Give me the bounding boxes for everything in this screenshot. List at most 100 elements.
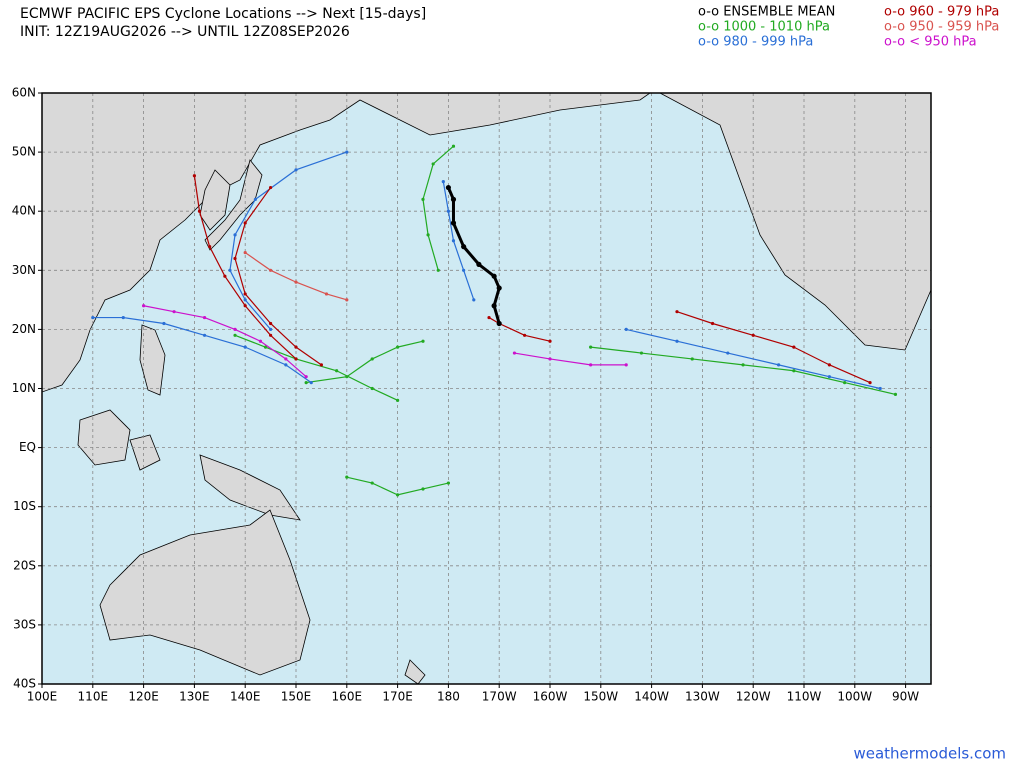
title: ECMWF PACIFIC EPS Cyclone Locations --> …: [20, 6, 426, 22]
track-point: [690, 357, 694, 361]
track-point: [345, 298, 349, 302]
track-point: [345, 150, 349, 154]
track: [234, 334, 398, 401]
y-tick-label: 30S: [13, 617, 36, 631]
track-point: [450, 196, 457, 202]
track-point: [431, 162, 435, 166]
track-point: [446, 481, 450, 485]
x-tick-label: 140E: [230, 690, 261, 704]
track-point: [258, 339, 263, 343]
track-point: [324, 292, 329, 296]
track-point: [243, 221, 247, 225]
track-point: [868, 380, 872, 385]
track-point: [243, 345, 247, 349]
y-tick-label: 10S: [13, 499, 36, 513]
track-point: [269, 268, 273, 272]
track-point: [878, 386, 882, 391]
x-tick-label: 120W: [736, 690, 771, 704]
track-point: [843, 380, 847, 385]
track-point: [792, 369, 796, 373]
track: [626, 328, 881, 390]
track-point: [228, 268, 232, 272]
track-point: [91, 315, 95, 320]
x-tick-label: 110W: [787, 690, 822, 704]
track-point: [487, 315, 491, 320]
x-tick-label: 140W: [634, 690, 669, 704]
track-point: [284, 363, 288, 367]
track-point: [162, 321, 166, 326]
track-point: [202, 315, 207, 320]
x-tick-label: 90W: [892, 690, 919, 704]
tracks: [91, 144, 898, 497]
subtitle: INIT: 12Z19AUG2026 --> UNTIL 12Z08SEP202…: [20, 24, 350, 40]
x-tick-label: 170W: [482, 690, 517, 704]
track-point: [827, 375, 832, 379]
track-point: [309, 380, 313, 385]
track-point: [421, 339, 425, 343]
track-point: [233, 333, 237, 337]
track-point: [370, 357, 374, 361]
track-point: [462, 268, 466, 272]
track-point: [451, 144, 456, 148]
y-tick-label: 20S: [13, 558, 36, 572]
track-point: [304, 375, 308, 379]
track-point: [639, 351, 644, 355]
y-tick-label: 50N: [12, 145, 36, 159]
track-point: [710, 321, 715, 326]
track-point: [741, 363, 745, 367]
track-point: [284, 357, 288, 361]
graticule: [42, 93, 931, 684]
y-tick-label: EQ: [19, 440, 36, 454]
legend-entry: o-o < 950 hPa: [884, 35, 977, 50]
legend-entry: o-o 980 - 999 hPa: [698, 35, 813, 50]
track-point: [121, 315, 125, 320]
track-point: [197, 209, 202, 213]
track-point: [233, 256, 237, 261]
legend: o-o ENSEMBLE MEAN o-o 960 - 979 hPa o-o 10…: [698, 5, 999, 50]
track-point: [142, 304, 146, 308]
track-point: [827, 363, 832, 367]
track-point: [461, 244, 467, 250]
track-point: [726, 351, 730, 355]
x-tick-label: 170E: [382, 690, 413, 704]
track-point: [512, 351, 517, 355]
track-point: [777, 363, 781, 367]
track-point: [421, 197, 425, 201]
y-tick-label: 40N: [12, 204, 36, 218]
track-point: [269, 333, 273, 337]
track-point: [450, 220, 457, 226]
track-point: [233, 233, 237, 237]
track-point: [304, 380, 308, 385]
track-point: [624, 363, 628, 367]
track-point: [624, 327, 628, 331]
track: [514, 352, 627, 366]
track-point: [269, 327, 273, 331]
legend-entry: o-o ENSEMBLE MEAN: [698, 5, 835, 20]
track-point: [243, 304, 247, 308]
track-point: [496, 285, 502, 291]
track-point: [675, 310, 679, 314]
track-point: [426, 233, 430, 237]
axes: 100E 110E 120E 130E 140E 150E 160E 170E 180 170W 1…: [12, 86, 920, 704]
track-point: [496, 320, 502, 327]
track-point: [345, 375, 349, 379]
track-point: [421, 487, 425, 491]
track-point: [253, 197, 257, 201]
track-point: [446, 209, 450, 213]
track-point: [472, 298, 476, 302]
track-point: [233, 327, 237, 331]
track-point: [451, 239, 456, 243]
track-point: [396, 493, 400, 497]
track-point: [370, 481, 374, 485]
track-point: [192, 174, 196, 178]
track-point: [445, 184, 451, 191]
track-point: [751, 333, 755, 337]
x-tick-label: 130E: [179, 690, 210, 704]
track-point: [396, 398, 400, 402]
track-point: [548, 357, 552, 361]
y-tick-label: 60N: [12, 86, 36, 100]
x-tick-label: 160W: [533, 690, 568, 704]
track-point: [202, 333, 207, 337]
legend-entry: o-o 1000 - 1010 hPa: [698, 20, 830, 35]
